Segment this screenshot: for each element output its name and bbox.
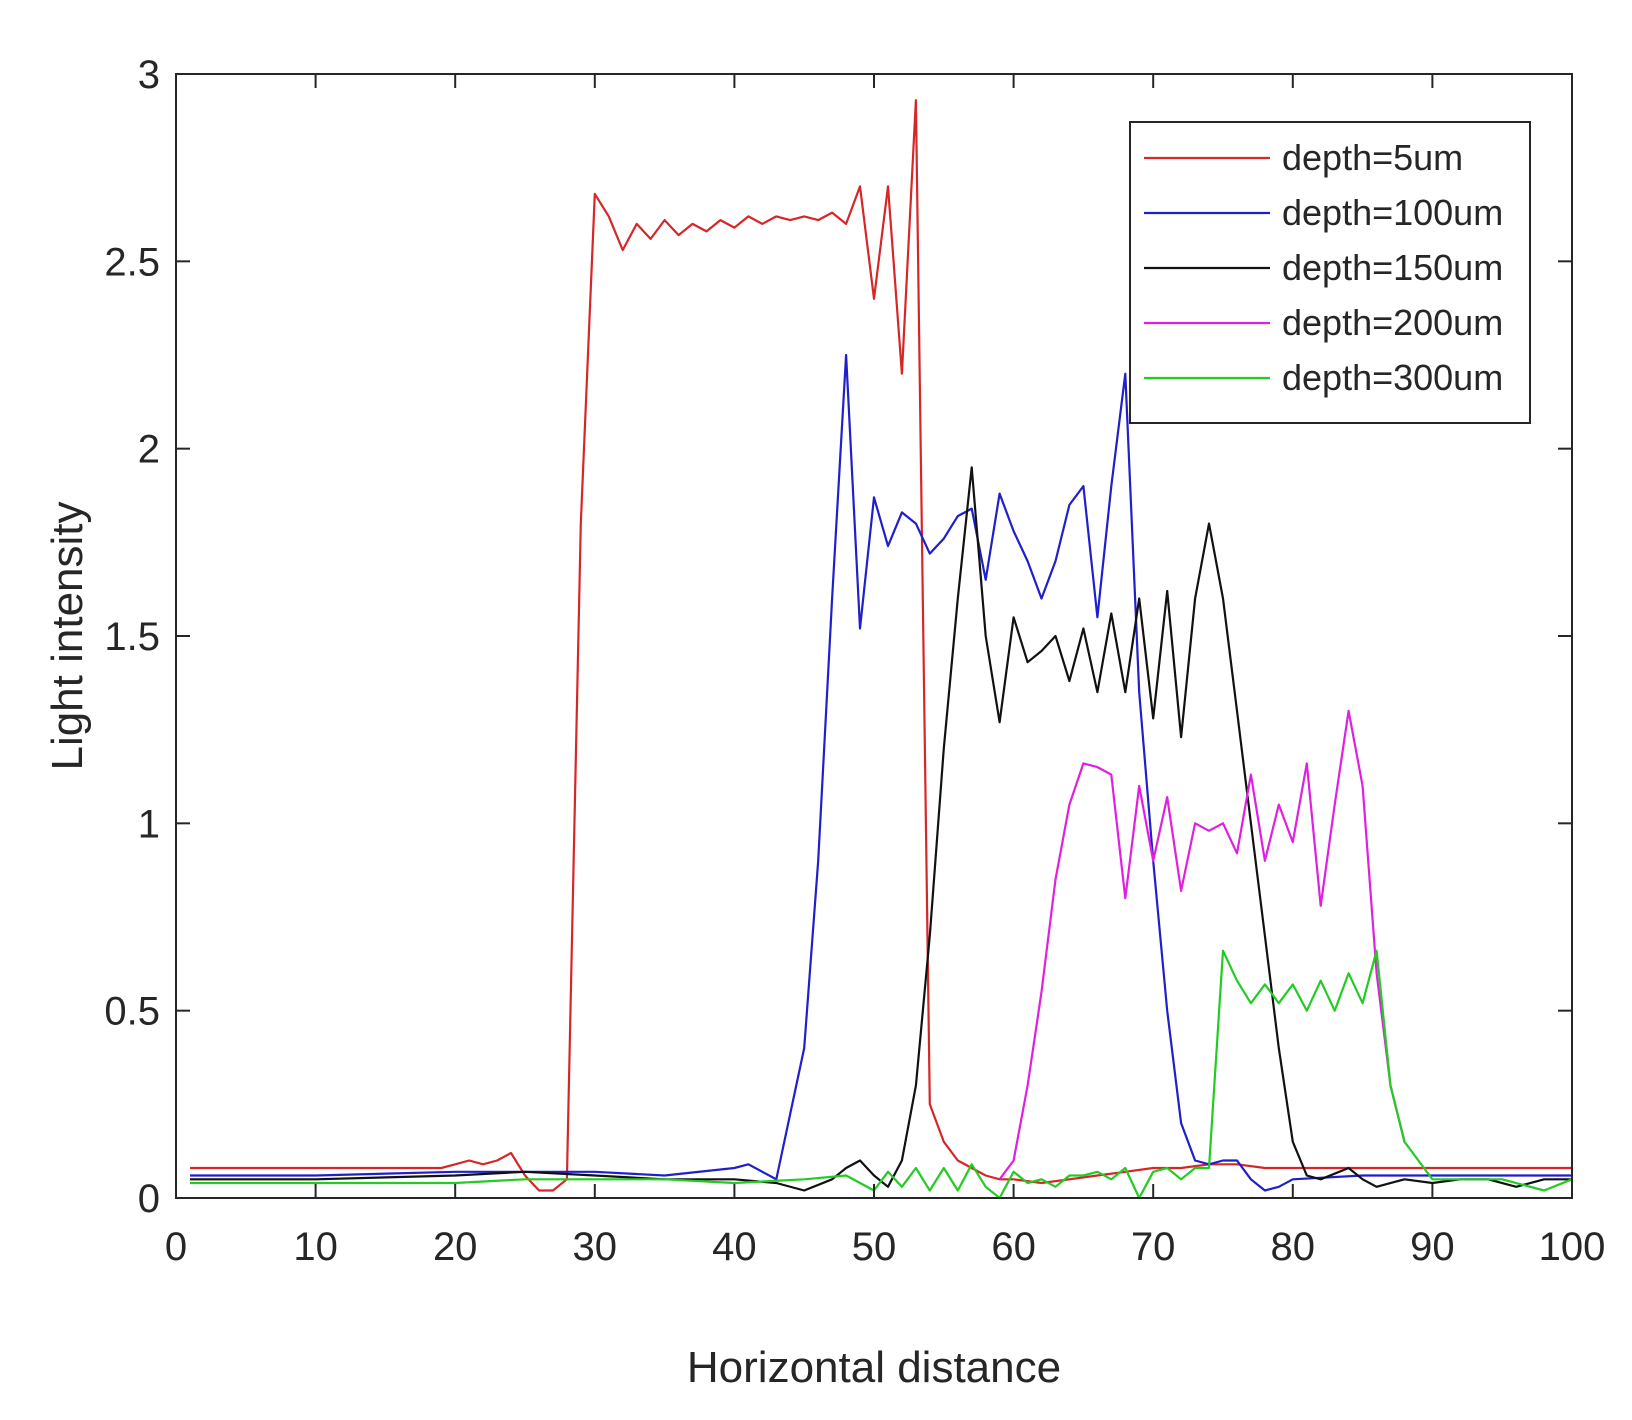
legend: depth=5um depth=100um depth=150um depth=200… [1129, 121, 1531, 424]
x-tick-label: 70 [1131, 1225, 1176, 1269]
y-tick-label: 2 [138, 428, 160, 472]
series-layer [190, 99, 1573, 1200]
series-line-2 [190, 466, 1572, 1192]
x-tick-label: 40 [712, 1225, 757, 1269]
x-tick-label: 60 [991, 1225, 1036, 1269]
x-tick-label: 90 [1410, 1225, 1455, 1269]
x-tick-label: 0 [165, 1225, 187, 1269]
x-tick-label: 20 [433, 1225, 478, 1269]
x-tick-label: 30 [573, 1225, 618, 1269]
series-line-1 [190, 353, 1572, 1192]
axes-layer: 0 10 20 30 40 50 60 70 80 90 100 0 0.5 1 1.5 2 2.5 3 [104, 53, 1605, 1269]
y-tick-label: 1 [138, 802, 160, 846]
series-line-3 [998, 709, 1406, 1180]
legend-label-1: depth=100um [1282, 192, 1503, 233]
x-tick-label: 10 [293, 1225, 338, 1269]
y-tick-label: 0.5 [104, 990, 160, 1034]
y-tick-label: 3 [138, 53, 160, 97]
y-tick-label: 1.5 [104, 615, 160, 659]
x-tick-label: 50 [852, 1225, 897, 1269]
legend-label-2: depth=150um [1282, 247, 1503, 288]
legend-label-0: depth=5um [1282, 137, 1463, 178]
legend-box [1129, 121, 1531, 424]
legend-label-3: depth=200um [1282, 302, 1503, 343]
x-tick-label: 80 [1271, 1225, 1316, 1269]
y-tick-label: 2.5 [104, 240, 160, 284]
y-axis-label: Light intensity [43, 501, 92, 770]
legend-label-4: depth=300um [1282, 357, 1503, 398]
series-line-4 [190, 949, 1573, 1200]
x-tick-label: 100 [1539, 1225, 1606, 1269]
series-line-0 [190, 99, 1572, 1192]
x-axis-label: Horizontal distance [687, 1343, 1061, 1392]
y-tick-label: 0 [138, 1177, 160, 1221]
